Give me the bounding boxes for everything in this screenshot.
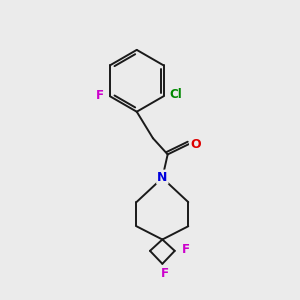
Text: F: F	[182, 243, 190, 256]
Text: F: F	[96, 89, 104, 102]
Text: F: F	[161, 267, 169, 280]
Text: O: O	[190, 138, 201, 151]
Text: N: N	[157, 171, 168, 184]
Text: Cl: Cl	[169, 88, 182, 101]
